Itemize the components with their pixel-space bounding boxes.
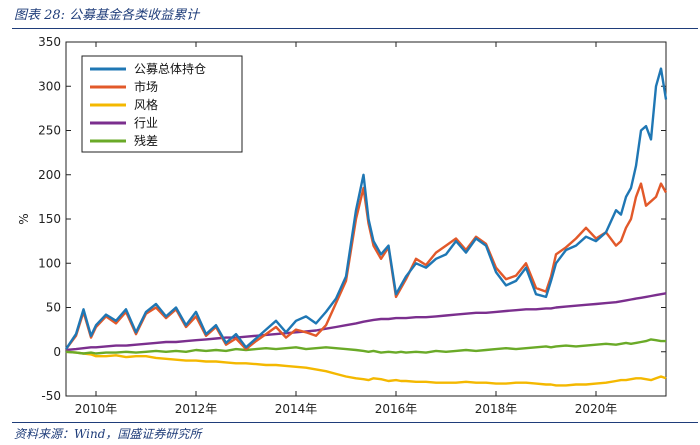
x-tick-label: 2020年: [575, 402, 618, 416]
x-tick-label: 2012年: [175, 402, 218, 416]
y-tick-label: 200: [38, 168, 61, 182]
figure-title: 图表 28: 公募基金各类收益累计: [14, 8, 200, 23]
top-divider: [12, 28, 698, 29]
legend-label: 公募总体持仓: [134, 61, 206, 76]
legend-label: 风格: [134, 97, 158, 112]
legend-label: 市场: [134, 79, 158, 94]
y-tick-label: 250: [38, 124, 61, 138]
series-line: [65, 338, 666, 355]
figure-header: 图表 28: 公募基金各类收益累计: [0, 0, 700, 32]
y-tick-label: 150: [38, 212, 61, 226]
x-tick-label: 2014年: [275, 402, 318, 416]
y-tick-label: 50: [46, 301, 61, 315]
series-line: [65, 67, 668, 350]
x-tick-label: 2010年: [75, 402, 118, 416]
bottom-divider: [12, 422, 698, 423]
series-line: [65, 350, 667, 387]
y-tick-label: 0: [53, 345, 61, 359]
y-tick-label: -50: [41, 389, 61, 403]
legend-label: 残差: [134, 134, 158, 148]
y-axis-label: %: [17, 213, 31, 224]
legend-label: 行业: [134, 116, 158, 130]
x-tick-label: 2016年: [375, 402, 418, 416]
series-line: [65, 292, 667, 352]
y-tick-label: 300: [38, 79, 61, 93]
x-tick-label: 2018年: [475, 402, 518, 416]
series-line: [65, 182, 668, 351]
y-tick-label: 100: [38, 256, 61, 270]
y-tick-label: 350: [38, 35, 61, 49]
figure-source: 资料来源：Wind，国盛证券研究所: [14, 427, 202, 441]
